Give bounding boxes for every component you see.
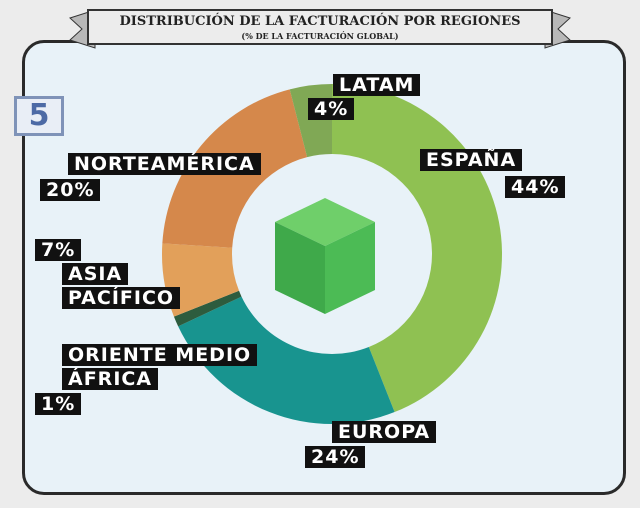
value-label-text: 1% — [35, 393, 82, 415]
value-label-text: 44% — [505, 176, 566, 198]
chart-subtitle: (% DE LA FACTURACIÓN GLOBAL) — [241, 31, 399, 41]
category-label-text: LATAM — [333, 74, 421, 96]
category-label: LATAM — [333, 73, 453, 97]
badge: 5 — [14, 96, 64, 136]
category-label: ASIA PACÍFICO — [62, 262, 202, 310]
donut-segment — [162, 243, 240, 317]
value-label: 20% — [40, 178, 101, 202]
value-label-text: 20% — [40, 179, 101, 201]
category-label: ESPAÑA — [420, 148, 560, 172]
category-label-text: ORIENTE MEDIO ÁFRICA — [62, 344, 258, 390]
value-label-text: 24% — [305, 446, 366, 468]
value-label-text: 4% — [308, 98, 355, 120]
category-label-text: ESPAÑA — [420, 149, 523, 171]
donut-segment — [173, 290, 242, 327]
category-label: NORTEAMÉRICA — [68, 152, 288, 176]
category-label: EUROPA — [332, 420, 472, 444]
value-label-text: 7% — [35, 239, 82, 261]
value-label: 1% — [35, 392, 82, 416]
ribbon — [87, 9, 553, 45]
donut-segment — [178, 296, 395, 424]
value-label: 44% — [505, 175, 566, 199]
cube — [275, 198, 375, 314]
value-label: 7% — [35, 238, 82, 262]
category-label-text: NORTEAMÉRICA — [68, 153, 261, 175]
chart-title: DISTRIBUCIÓN DE LA FACTURACIÓN POR REGIO… — [119, 14, 521, 29]
value-label: 24% — [305, 445, 366, 469]
category-label-text: ASIA PACÍFICO — [62, 263, 181, 309]
category-label-text: EUROPA — [332, 421, 437, 443]
value-label: 4% — [308, 97, 355, 121]
category-label: ORIENTE MEDIO ÁFRICA — [62, 343, 262, 391]
